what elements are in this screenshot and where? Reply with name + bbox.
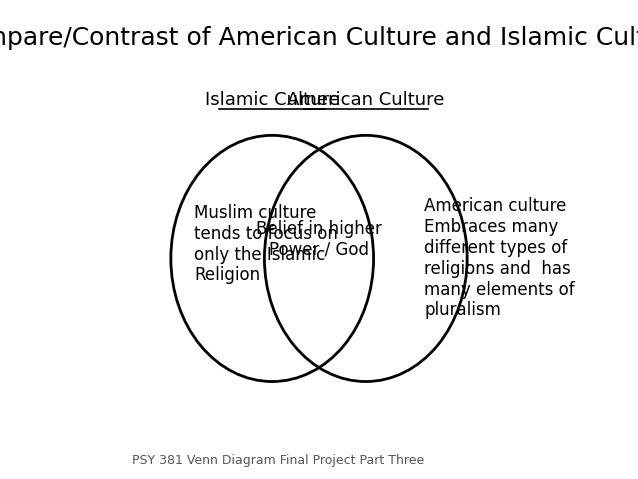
Text: Islamic Culture: Islamic Culture bbox=[205, 91, 339, 109]
Text: Compare/Contrast of American Culture and Islamic Culture: Compare/Contrast of American Culture and… bbox=[0, 26, 638, 50]
Text: American Culture: American Culture bbox=[287, 91, 445, 109]
Text: American culture
Embraces many
different types of
religions and  has
many elemen: American culture Embraces many different… bbox=[424, 197, 575, 319]
Text: PSY 381 Venn Diagram Final Project Part Three: PSY 381 Venn Diagram Final Project Part … bbox=[132, 454, 424, 467]
Text: Belief in higher
Power / God: Belief in higher Power / God bbox=[256, 220, 382, 259]
Text: Muslim culture
tends to focus on
only the Islamic
Religion: Muslim culture tends to focus on only th… bbox=[194, 204, 338, 285]
